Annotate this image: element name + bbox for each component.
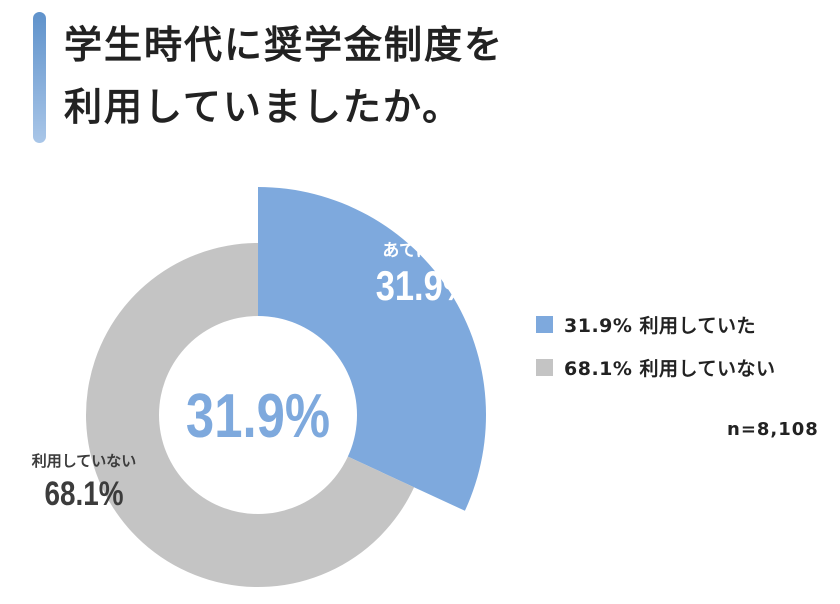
center-value-label: 31.9%: [186, 382, 330, 451]
donut-hole: [159, 316, 357, 514]
chart-title-line-1: 学生時代に奨学金制度を: [64, 23, 505, 67]
legend-swatch-not-used: [536, 358, 553, 376]
chart-title: 学生時代に奨学金制度を 利用していましたか。: [64, 14, 664, 138]
chart-legend: 31.9% 利用していた 68.1% 利用していない: [536, 313, 775, 399]
chart-title-line-2: 利用していましたか。: [64, 85, 463, 129]
legend-label-not-used: 68.1% 利用していない: [564, 357, 776, 380]
slice-label-used: あてはまる: [382, 241, 466, 260]
legend-swatch-used: [536, 315, 553, 333]
slice-value-not-used: 68.1%: [44, 474, 123, 512]
donut-slice-not-used: [85, 243, 415, 587]
legend-item-not-used: 68.1% 利用していない: [536, 356, 776, 380]
legend-item-used: 31.9% 利用していた: [536, 313, 775, 337]
title-accent-bar: [33, 12, 46, 143]
slice-label-not-used: 利用していない: [32, 452, 137, 470]
sample-size-label: n=8,108: [727, 419, 819, 440]
donut-slice-used: [258, 187, 486, 511]
slice-value-used: 31.9%: [376, 263, 474, 310]
donut-slices: [85, 187, 486, 587]
legend-label-used: 31.9% 利用していた: [564, 314, 756, 337]
